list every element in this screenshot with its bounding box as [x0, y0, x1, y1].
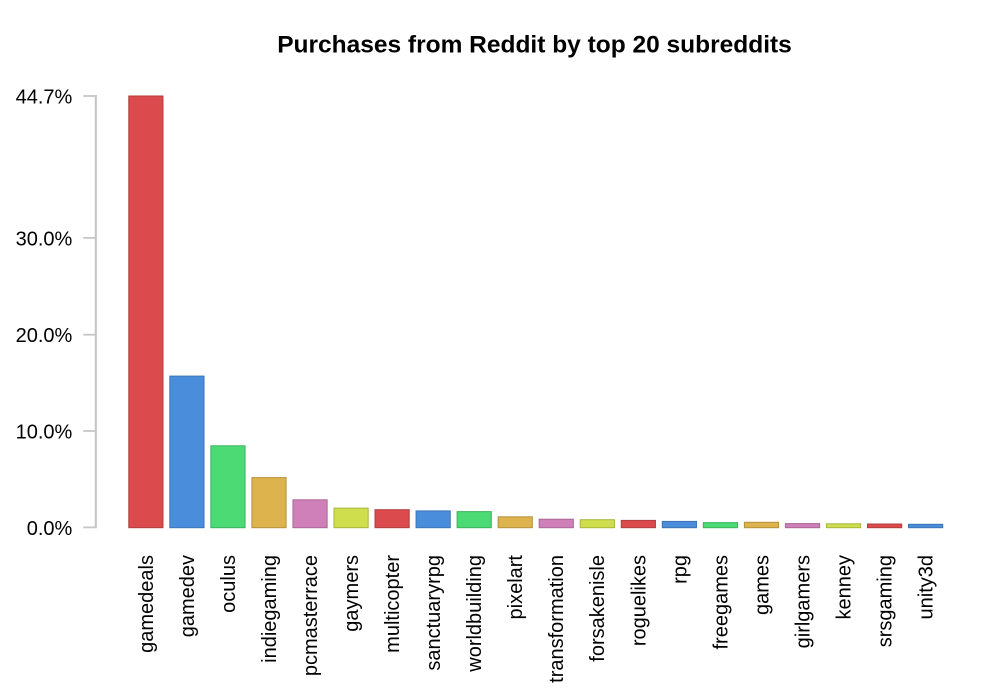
- svg-text:multicopter: multicopter: [382, 555, 404, 653]
- svg-text:sanctuaryrpg: sanctuaryrpg: [423, 555, 445, 671]
- svg-text:0.0%: 0.0%: [27, 518, 73, 540]
- svg-text:unity3d: unity3d: [916, 555, 938, 620]
- svg-text:gamedev: gamedev: [177, 555, 199, 637]
- svg-text:rpg: rpg: [669, 555, 691, 584]
- svg-text:gaymers: gaymers: [341, 555, 363, 632]
- svg-text:srsgaming: srsgaming: [875, 555, 897, 647]
- svg-text:pixelart: pixelart: [505, 555, 527, 620]
- svg-text:forsakenisle: forsakenisle: [587, 555, 609, 662]
- svg-text:44.7%: 44.7%: [16, 87, 73, 109]
- svg-text:games: games: [751, 555, 773, 615]
- svg-text:pcmasterrace: pcmasterrace: [300, 555, 322, 676]
- svg-text:oculus: oculus: [218, 555, 240, 613]
- svg-text:Purchases from Reddit by top 2: Purchases from Reddit by top 20 subreddi…: [277, 32, 792, 59]
- svg-text:worldbuilding: worldbuilding: [464, 555, 486, 673]
- svg-text:kenney: kenney: [833, 555, 855, 620]
- svg-text:gamedeals: gamedeals: [136, 555, 158, 653]
- svg-text:indiegaming: indiegaming: [259, 555, 281, 663]
- svg-text:freegames: freegames: [710, 555, 732, 650]
- svg-text:roguelikes: roguelikes: [628, 555, 650, 646]
- svg-text:girlgamers: girlgamers: [792, 555, 814, 648]
- svg-text:transformation: transformation: [546, 555, 568, 683]
- svg-text:10.0%: 10.0%: [16, 422, 73, 444]
- svg-text:20.0%: 20.0%: [16, 325, 73, 347]
- svg-text:30.0%: 30.0%: [16, 228, 73, 250]
